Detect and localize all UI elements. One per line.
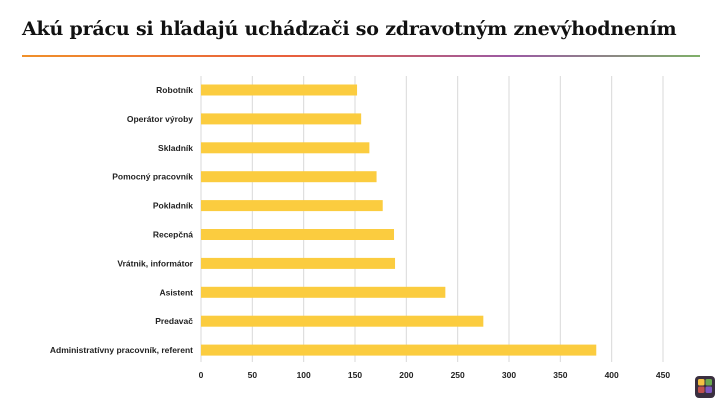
category-label: Operátor výroby (127, 114, 193, 124)
category-label: Pomocný pracovník (112, 172, 193, 182)
category-label: Administratívny pracovník, referent (50, 345, 193, 355)
app-logo-icon (695, 376, 715, 398)
bar (201, 171, 377, 183)
category-label: Predavač (155, 316, 193, 326)
x-tick-label: 0 (199, 370, 204, 380)
bar (201, 229, 395, 240)
category-label: Vrátnik, informátor (117, 258, 193, 268)
bar (201, 286, 446, 298)
x-tick-label: 50 (248, 370, 258, 380)
bar (201, 113, 362, 125)
bars (201, 84, 597, 356)
x-tick-label: 450 (656, 370, 670, 380)
x-tick-label: 250 (451, 370, 465, 380)
category-label: Skladník (158, 143, 193, 153)
x-tick-label: 150 (348, 370, 362, 380)
bar (201, 84, 358, 96)
slide-title: Akú prácu si hľadajú uchádzači so zdravo… (22, 18, 677, 40)
bar (201, 200, 383, 212)
bar (201, 344, 597, 356)
category-label: Pokladník (153, 201, 193, 211)
bar (201, 315, 484, 327)
category-label: Asistent (159, 287, 193, 297)
bar (201, 257, 396, 269)
x-tick-labels: 0 50 100 150 200 250 300 350 400 450 (199, 370, 671, 380)
x-tick-label: 200 (399, 370, 413, 380)
bar (201, 142, 370, 154)
x-tick-label: 300 (502, 370, 516, 380)
category-label: Recepčná (153, 230, 193, 240)
category-label: Robotník (156, 85, 193, 95)
category-labels: Robotník Operátor výroby Skladník Pomocný p… (50, 85, 194, 355)
x-tick-label: 100 (297, 370, 311, 380)
x-tick-label: 350 (553, 370, 567, 380)
x-tick-label: 400 (605, 370, 619, 380)
title-rule (22, 55, 700, 57)
